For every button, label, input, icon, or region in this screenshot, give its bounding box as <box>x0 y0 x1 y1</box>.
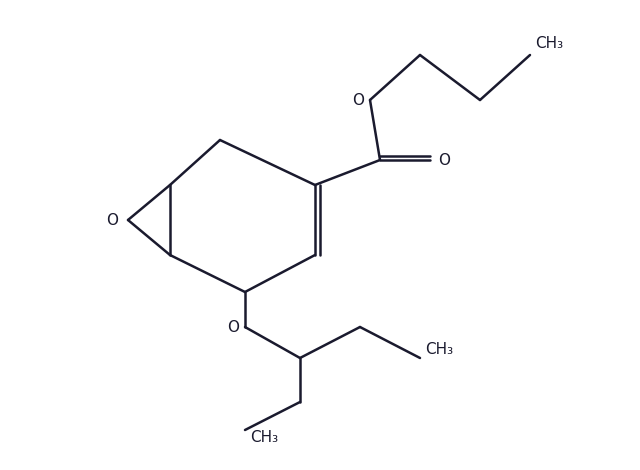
Text: CH₃: CH₃ <box>535 36 563 50</box>
Text: CH₃: CH₃ <box>425 343 453 358</box>
Text: CH₃: CH₃ <box>250 431 278 446</box>
Text: O: O <box>227 320 239 335</box>
Text: O: O <box>106 212 118 227</box>
Text: O: O <box>438 152 450 167</box>
Text: O: O <box>352 93 364 108</box>
